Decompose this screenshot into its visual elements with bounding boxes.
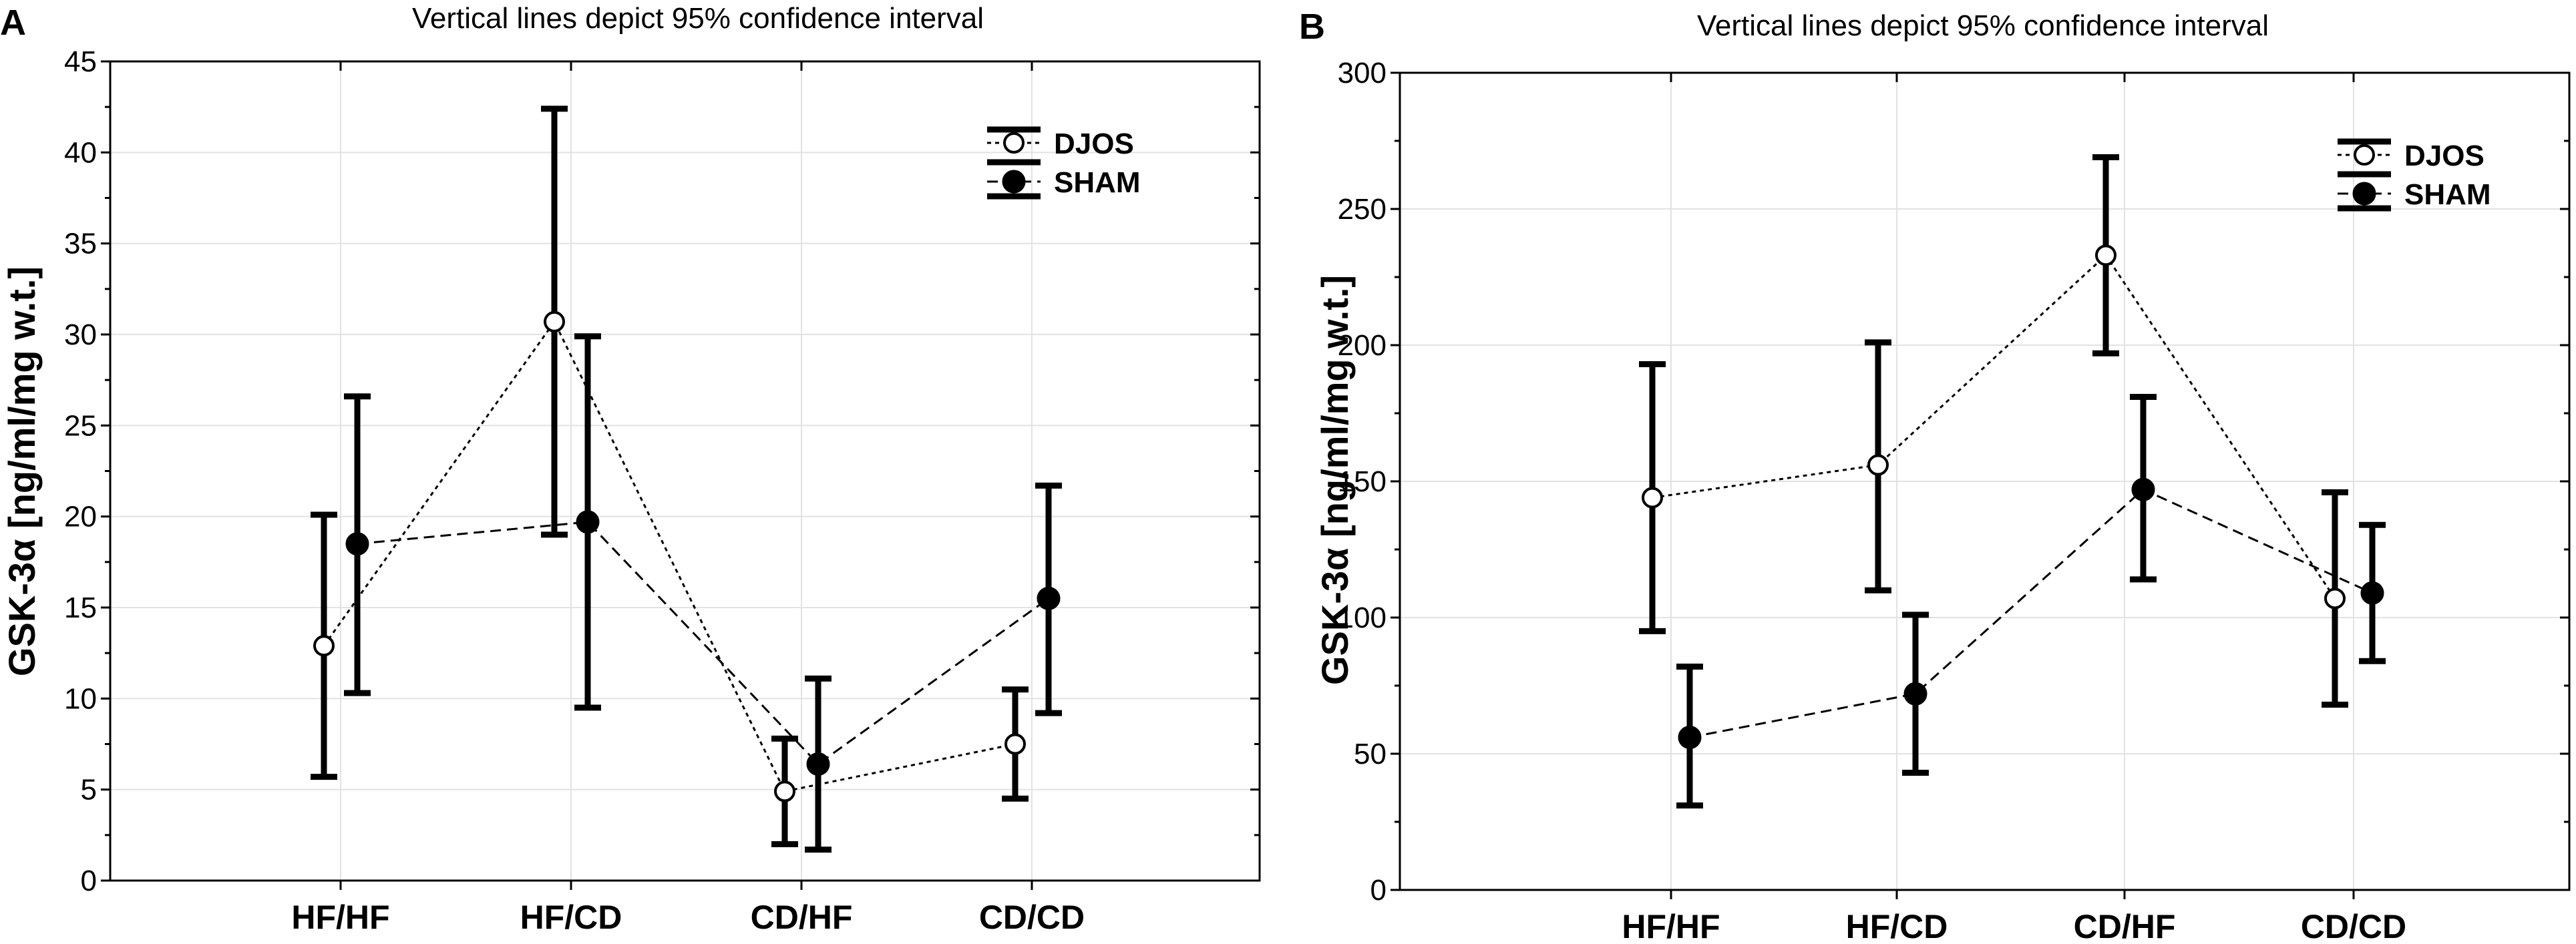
y-axis-label: GSK-3α [ng/ml/mg w.t.] [1, 266, 43, 676]
y-tick-label: 35 [64, 228, 97, 260]
chart-title: Vertical lines depict 95% confidence int… [412, 2, 984, 35]
y-tick-label: 0 [1370, 874, 1387, 907]
y-tick-label: 10 [64, 682, 97, 715]
x-tick-label: CD/HF [751, 899, 853, 936]
data-point [1037, 586, 1061, 610]
x-tick-label: HF/CD [1846, 908, 1948, 944]
series-line-djos [1652, 254, 2336, 600]
series-djos [311, 105, 1029, 847]
legend-label-djos: DJOS [1054, 128, 1134, 160]
y-tick-label: 30 [64, 318, 97, 351]
legend-marker-sham [2352, 182, 2376, 206]
y-tick-label: 15 [64, 592, 97, 624]
data-point [1903, 682, 1927, 706]
y-tick-label: 5 [81, 774, 97, 806]
y-tick-label: 20 [64, 501, 97, 533]
chart-panel-a: A Vertical lines depict 95% confidence in… [0, 2, 1261, 936]
data-point [2324, 587, 2346, 610]
series-djos [1639, 154, 2348, 708]
data-point [1867, 454, 1889, 476]
x-tick-label: CD/CD [2301, 908, 2406, 944]
series-sham [1676, 394, 2386, 809]
x-tick-label: HF/HF [1622, 908, 1720, 944]
data-point [576, 510, 600, 534]
panel-label: B [1299, 7, 1325, 47]
y-tick-label: 150 [1338, 465, 1387, 498]
series-line-sham [357, 521, 1049, 766]
y-tick-label: 250 [1338, 193, 1387, 226]
legend: DJOS SHAM [987, 126, 1141, 200]
series-line-sham [1689, 488, 2373, 738]
data-point [2131, 477, 2155, 501]
legend-marker-djos [1003, 132, 1025, 154]
y-tick-label: 300 [1338, 57, 1387, 89]
x-tick-label: CD/HF [2074, 908, 2176, 944]
x-tick-label: CD/CD [979, 899, 1085, 936]
y-tick-label: 50 [1354, 738, 1387, 770]
series-line-djos [323, 319, 1016, 793]
y-tick-label: 100 [1338, 602, 1387, 634]
y-tick-label: 200 [1338, 329, 1387, 362]
data-point [345, 532, 369, 556]
y-tick-label: 25 [64, 409, 97, 442]
data-point [313, 635, 335, 657]
chart-panel-b: B Vertical lines depict 95% confidence in… [1299, 7, 2571, 944]
data-point [1642, 487, 1663, 509]
legend-marker-djos [2354, 144, 2375, 166]
data-point [2360, 581, 2384, 605]
data-point [1004, 733, 1026, 755]
data-point [1678, 726, 1702, 750]
x-tick-label: HF/CD [520, 899, 622, 936]
data-point [806, 752, 830, 776]
data-point [544, 310, 565, 332]
y-tick-label: 0 [81, 865, 97, 897]
legend-label-sham: SHAM [2404, 178, 2491, 211]
chart-title: Vertical lines depict 95% confidence int… [1697, 9, 2269, 42]
y-axis-label: GSK-3α [ng/ml/mg w.t.] [1314, 275, 1356, 685]
legend-marker-sham [1002, 170, 1026, 194]
legend-label-djos: DJOS [2404, 140, 2485, 172]
y-tick-label: 45 [64, 45, 97, 78]
legend: DJOS SHAM [2338, 138, 2491, 212]
data-point [774, 780, 795, 802]
x-tick-label: HF/HF [291, 899, 389, 936]
y-tick-label: 40 [64, 136, 97, 169]
series-sham [344, 333, 1062, 853]
legend-label-sham: SHAM [1054, 166, 1141, 199]
data-point [2095, 244, 2117, 266]
panel-label: A [0, 3, 26, 43]
